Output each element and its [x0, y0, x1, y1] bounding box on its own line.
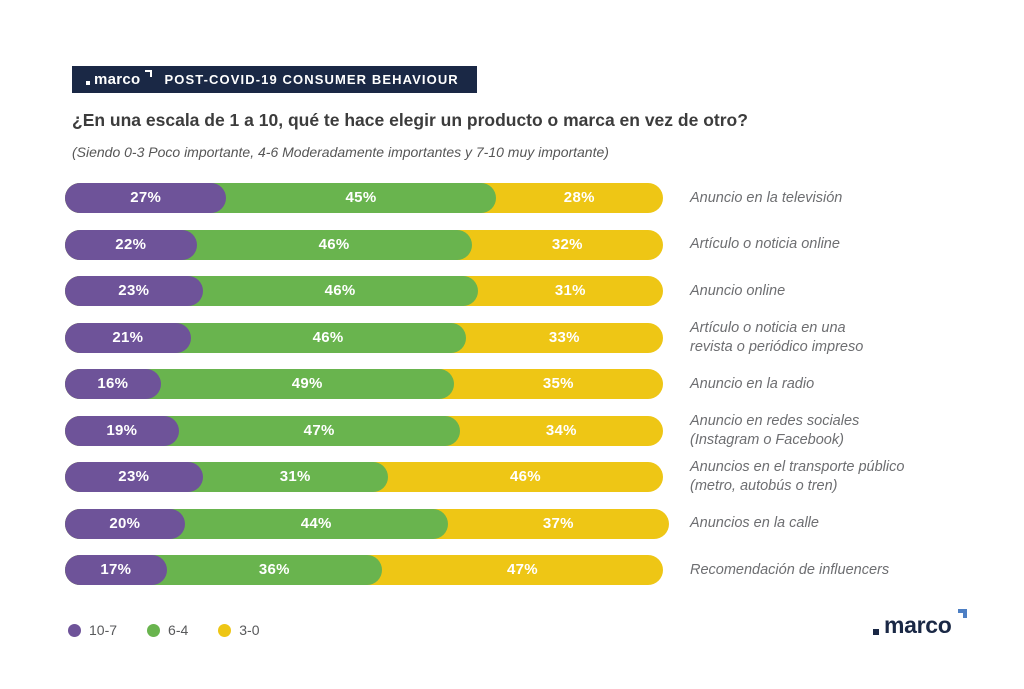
chart-row: 19% 47% 34% Anuncio en redes sociales (Inst… [65, 413, 995, 448]
bar-track: 23% 31% 46% [65, 462, 663, 492]
bar-value-label: 45% [345, 189, 377, 206]
bar-segment-10-7 [65, 415, 179, 446]
bar-value-label: 23% [118, 468, 150, 485]
legend-dot-icon [218, 623, 232, 637]
question-subtitle: (Siendo 0-3 Poco importante, 4-6 Moderad… [72, 144, 609, 160]
chart-row: 16% 49% 35% Anuncio en la radio [65, 369, 995, 399]
category-label: Anuncio en la televisión [690, 189, 843, 206]
chart-row: 22% 46% 32% Artículo o noticia online [65, 229, 995, 260]
bar-value-label: 46% [324, 282, 356, 299]
banner-title: POST-COVID-19 CONSUMER BEHAVIOUR [164, 72, 459, 87]
legend-item: 3-0 [218, 622, 260, 638]
bar-value-label: 17% [100, 561, 132, 578]
category-label: Artículo o noticia en una revista o peri… [690, 319, 864, 355]
bar-value-label: 44% [300, 514, 332, 532]
bar-value-label: 28% [563, 189, 595, 206]
bar-value-label: 32% [551, 235, 583, 253]
marco-logo-header: marco [86, 70, 152, 88]
bar-value-label: 34% [545, 421, 577, 439]
header-banner: marco POST-COVID-19 CONSUMER BEHAVIOUR [72, 66, 477, 93]
logo-square-icon [86, 81, 90, 85]
bar-value-label: 21% [112, 328, 144, 346]
bar-value-label: 19% [106, 421, 138, 439]
bar-track: 21% 46% 33% [65, 322, 663, 353]
bar-track: 16% 49% 35% [65, 369, 663, 399]
bar-segment-10-7 [65, 508, 185, 539]
bar-segment-10-7 [65, 322, 191, 353]
bar-value-label: 33% [548, 328, 580, 346]
bar-value-label: 16% [97, 375, 129, 392]
bar-value-label: 27% [130, 189, 162, 206]
logo-text: marco [884, 612, 952, 638]
logo-square-icon [873, 629, 879, 635]
bar-segment-10-7 [65, 369, 161, 399]
bar-segment-10-7 [65, 229, 197, 260]
bar-value-label: 20% [109, 514, 141, 532]
bar-track: 20% 44% 37% [65, 508, 669, 539]
question-title: ¿En una escala de 1 a 10, qué te hace el… [72, 110, 748, 130]
chart-row: 23% 31% 46% Anuncios en el transporte públi… [65, 459, 995, 494]
chart: 27% 45% 28% Anuncio en la televisión 22% 46% 3… [65, 183, 995, 602]
bar-value-label: 46% [318, 235, 350, 253]
bar-value-label: 47% [507, 561, 538, 578]
legend-item: 10-7 [68, 622, 117, 638]
bar-segment-10-7 [65, 183, 227, 213]
bar-value-label: 22% [115, 235, 147, 253]
legend-label: 10-7 [89, 622, 118, 638]
chart-row: 21% 46% 33% Artículo o noticia en una revis… [65, 320, 995, 355]
bar-value-label: 36% [258, 561, 290, 578]
bar-value-label: 35% [542, 375, 574, 392]
chart-row: 20% 44% 37% Anuncios en la calle [65, 508, 995, 539]
category-label: Anuncio online [690, 282, 786, 299]
category-label: Recomendación de influencers [690, 561, 890, 578]
chart-row: 27% 45% 28% Anuncio en la televisión [65, 183, 995, 213]
category-label: Anuncio en la radio [690, 375, 815, 392]
bar-segment-10-7 [65, 555, 167, 585]
legend-label: 6-4 [168, 622, 189, 638]
bar-value-label: 31% [554, 282, 586, 299]
bar-value-label: 31% [279, 468, 311, 485]
logo-text: marco [94, 71, 141, 88]
legend-dot-icon [68, 623, 81, 637]
legend: 10-7 6-4 3-0 [68, 622, 260, 638]
category-label: Anuncios en la calle [690, 515, 819, 532]
legend-dot-icon [147, 623, 161, 637]
bar-segment-10-7 [65, 276, 203, 306]
category-label: Artículo o noticia online [690, 236, 840, 253]
bar-track: 27% 45% 28% [65, 183, 663, 213]
bar-value-label: 47% [303, 421, 335, 439]
bar-track: 19% 47% 34% [65, 415, 663, 446]
bar-track: 23% 46% 31% [65, 276, 663, 306]
marco-logo-footer: marco [873, 609, 967, 639]
bar-track: 22% 46% 32% [65, 229, 663, 260]
bar-value-label: 46% [312, 328, 344, 346]
logo-arrow-icon [957, 609, 967, 618]
logo-arrow-icon [144, 70, 152, 77]
bar-value-label: 37% [542, 514, 574, 532]
bar-value-label: 49% [291, 375, 323, 392]
bar-segment-10-7 [65, 462, 203, 492]
legend-item: 6-4 [147, 622, 188, 638]
chart-row: 17% 36% 47% Recomendación de influencers [65, 555, 995, 585]
bar-value-label: 46% [509, 468, 541, 485]
bar-track: 17% 36% 47% [65, 555, 663, 585]
chart-row: 23% 46% 31% Anuncio online [65, 276, 995, 306]
legend-label: 3-0 [239, 622, 260, 638]
bar-value-label: 23% [118, 282, 150, 299]
category-label: Anuncio en redes sociales (Instagram o F… [690, 412, 860, 448]
category-label: Anuncios en el transporte público (metro… [690, 459, 905, 494]
